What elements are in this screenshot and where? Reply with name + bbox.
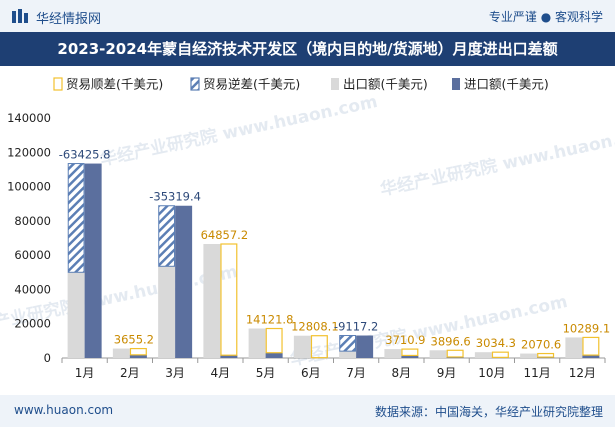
x-tick-label: 4月 bbox=[211, 366, 231, 380]
balance-data-label: -63425.8 bbox=[59, 148, 111, 162]
export-bar bbox=[339, 351, 357, 358]
balance-data-label: 14121.8 bbox=[246, 313, 294, 327]
x-tick-label: 5月 bbox=[256, 366, 276, 380]
export-bar bbox=[520, 353, 538, 358]
x-tick-label: 3月 bbox=[165, 366, 185, 380]
import-bar bbox=[401, 355, 419, 358]
balance-data-label: 3655.2 bbox=[114, 333, 154, 347]
deficit-bar bbox=[158, 205, 176, 267]
surplus-bar bbox=[491, 351, 509, 358]
export-bar bbox=[203, 244, 221, 358]
legend-label-import: 进口额(千美元) bbox=[464, 77, 549, 92]
y-tick-label: 80000 bbox=[14, 214, 51, 228]
legend-swatch-deficit bbox=[190, 77, 200, 91]
x-tick-label: 6月 bbox=[301, 366, 321, 380]
balance-data-label: 3710.9 bbox=[385, 333, 425, 347]
x-tick-label: 2月 bbox=[120, 366, 140, 380]
tagline: 专业严谨 ● 客观科学 bbox=[488, 10, 603, 24]
import-bar bbox=[129, 354, 147, 358]
import-bar bbox=[84, 163, 102, 358]
import-bar bbox=[265, 352, 283, 358]
y-tick-label: 120000 bbox=[7, 145, 51, 159]
x-tick-label: 7月 bbox=[346, 366, 366, 380]
balance-data-label: -35319.4 bbox=[149, 190, 201, 204]
y-tick-label: 0 bbox=[44, 351, 51, 365]
watermark-text: 华经产业研究院 www.huaon.com bbox=[98, 91, 379, 170]
balance-data-label: 64857.2 bbox=[201, 228, 249, 242]
export-bar bbox=[384, 349, 402, 358]
balance-data-label: 12808.1 bbox=[291, 320, 339, 334]
surplus-bar bbox=[129, 347, 147, 356]
legend-item-export: 出口额(千美元) bbox=[331, 77, 428, 92]
legend-swatch-import bbox=[452, 78, 460, 90]
export-bar bbox=[112, 348, 130, 358]
y-tick-label: 60000 bbox=[14, 248, 51, 262]
deficit-bar bbox=[67, 163, 85, 273]
legend-swatch-surplus bbox=[53, 77, 63, 91]
export-bar bbox=[565, 337, 583, 358]
import-bar bbox=[175, 205, 193, 358]
export-bar bbox=[474, 352, 492, 358]
balance-data-label: 10289.1 bbox=[563, 321, 611, 335]
legend-swatch-export bbox=[331, 78, 339, 90]
surplus-bar bbox=[401, 348, 419, 357]
chart-title: 2023-2024年蒙自经济技术开发区（境内目的地/货源地）月度进出口差额 bbox=[57, 40, 558, 58]
legend-label-surplus: 贸易顺差(千美元) bbox=[66, 77, 163, 92]
y-tick-label: 140000 bbox=[7, 111, 51, 125]
x-tick-label: 9月 bbox=[437, 366, 457, 380]
footer-bar: www.huaon.com 数据来源：中国海关，华经产业研究院整理 bbox=[0, 395, 615, 427]
title-bar: 2023-2024年蒙自经济技术开发区（境内目的地/货源地）月度进出口差额 bbox=[0, 32, 615, 66]
export-bar bbox=[158, 266, 176, 358]
logo-icon bbox=[12, 9, 28, 23]
balance-data-label: 3896.6 bbox=[431, 334, 471, 348]
legend-item-import: 进口额(千美元) bbox=[452, 77, 549, 92]
balance-data-label: -9117.2 bbox=[334, 320, 378, 334]
y-tick-label: 20000 bbox=[14, 317, 51, 331]
balance-data-label: 2070.6 bbox=[521, 338, 561, 352]
footer-url: www.huaon.com bbox=[14, 403, 114, 417]
legend-item-deficit: 贸易逆差(千美元) bbox=[190, 77, 300, 92]
x-tick-label: 10月 bbox=[478, 366, 505, 380]
y-tick-label: 100000 bbox=[7, 180, 51, 194]
import-bar bbox=[356, 335, 374, 358]
balance-data-label: 3034.3 bbox=[476, 336, 516, 350]
surplus-bar bbox=[220, 243, 238, 356]
export-bar bbox=[248, 328, 266, 358]
x-tick-label: 12月 bbox=[569, 366, 596, 380]
export-bar bbox=[67, 272, 85, 358]
x-tick-label: 11月 bbox=[523, 366, 550, 380]
surplus-bar bbox=[265, 327, 283, 354]
surplus-bar bbox=[537, 352, 555, 358]
footer-source: 数据来源：中国海关，华经产业研究院整理 bbox=[374, 405, 603, 419]
import-bar bbox=[220, 355, 238, 358]
legend-label-export: 出口额(千美元) bbox=[343, 77, 428, 92]
legend-item-surplus: 贸易顺差(千美元) bbox=[53, 77, 163, 92]
top-header-bar: 华经情报网 专业严谨 ● 客观科学 bbox=[0, 0, 615, 32]
watermark-text: 华经产业研究院 www.huaon.com bbox=[378, 121, 615, 200]
y-tick-label: 40000 bbox=[14, 282, 51, 296]
export-bar bbox=[429, 350, 447, 358]
x-tick-label: 8月 bbox=[392, 366, 412, 380]
surplus-bar bbox=[310, 335, 328, 359]
surplus-bar bbox=[446, 349, 464, 358]
site-name: 华经情报网 bbox=[36, 12, 102, 27]
legend-label-deficit: 贸易逆差(千美元) bbox=[203, 77, 300, 92]
export-bar bbox=[293, 335, 311, 358]
deficit-bar bbox=[339, 335, 357, 352]
import-bar bbox=[582, 355, 600, 358]
x-tick-label: 1月 bbox=[75, 366, 95, 380]
surplus-bar bbox=[582, 336, 600, 356]
